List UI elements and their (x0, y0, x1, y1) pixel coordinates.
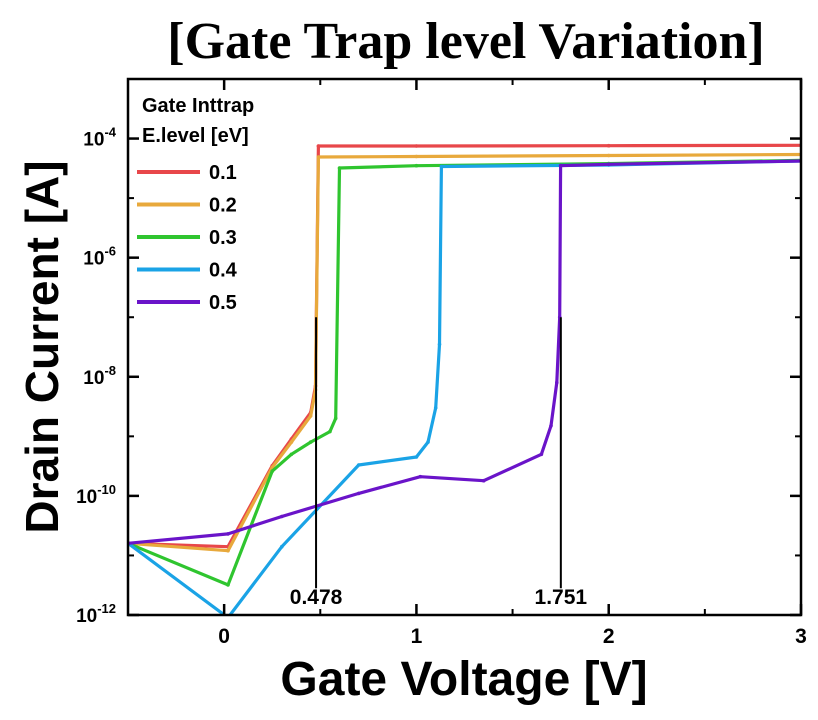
series-1-point-8 (414, 144, 419, 148)
series-3-point-9 (414, 163, 419, 168)
series-line-5 (128, 159, 801, 545)
series-5-point-5 (418, 474, 423, 479)
x-tick-label-4: 3 (795, 625, 807, 648)
legend-label-5: 0.5 (209, 292, 237, 314)
legend: Gate Inttrap E.level [eV] 0.1 0.2 0.3 0.4 0.… (137, 95, 254, 314)
x-axis-title: Gate Voltage [V] (280, 653, 647, 706)
y-axis-title: Drain Current [A] (16, 160, 68, 533)
y-tick-label-5: 10-4 (83, 125, 116, 151)
series-2-point-7 (316, 155, 321, 159)
series-5-point-6 (481, 478, 486, 483)
legend-label-3: 0.3 (209, 227, 237, 249)
series-2-point-4 (289, 440, 294, 444)
x-tick-label-1: 0 (218, 625, 230, 648)
tick-layer: 0 1 2 3 10-12 10-10 10-8 10-6 10-4 (76, 78, 807, 648)
series-3-point-4 (289, 452, 294, 457)
series-layer (128, 143, 801, 620)
y-tick-label-1: 10-12 (76, 601, 116, 627)
chart-title: [Gate Trap level Variation] (167, 13, 764, 70)
series-4-point-4 (356, 463, 361, 467)
series-4-point-6 (426, 440, 430, 444)
series-5-point-9 (555, 380, 559, 385)
series-3-point-3 (270, 469, 275, 474)
series-4-point-3 (280, 544, 284, 549)
legend-label-1: 0.1 (209, 162, 237, 184)
series-2-point-8 (414, 154, 419, 159)
annotation-layer: 0.478 1.751 (290, 317, 588, 609)
series-4-point-7 (433, 406, 438, 410)
series-1-point-9 (606, 143, 611, 148)
series-4-point-5 (414, 455, 419, 459)
x-tick-label-2: 1 (411, 625, 423, 648)
y-tick-label-2: 10-10 (76, 482, 116, 508)
series-2-point-2 (226, 548, 230, 553)
series-2-point-5 (308, 414, 313, 418)
series-3-point-5 (308, 440, 313, 444)
series-line-2 (128, 152, 801, 553)
annotation-label-1: 0.478 (290, 586, 343, 609)
series-5-point-2 (226, 532, 230, 536)
series-3-point-8 (337, 166, 342, 170)
y-tick-label-4: 10-6 (83, 244, 116, 270)
plot-frame (126, 77, 803, 617)
series-4-point-9 (439, 164, 444, 169)
series-3-point-2 (226, 583, 230, 587)
series-5-point-7 (539, 452, 544, 457)
series-1-point-7 (316, 144, 321, 148)
series-4-point-2 (226, 616, 230, 620)
legend-label-2: 0.2 (209, 195, 237, 217)
series-2-point-9 (606, 153, 611, 158)
series-5-point-4 (356, 491, 361, 496)
series-line-3 (128, 158, 801, 587)
series-5-point-3 (280, 514, 284, 519)
series-3-point-7 (333, 416, 338, 421)
legend-title-line2: E.level [eV] (142, 125, 249, 147)
annotation-label-2: 1.751 (535, 586, 588, 609)
x-tick-label-3: 2 (603, 625, 615, 648)
series-4-point-8 (437, 342, 442, 347)
legend-label-4: 0.4 (209, 260, 238, 282)
series-5-point-11 (558, 163, 563, 168)
legend-title-line1: Gate Inttrap (142, 95, 254, 117)
series-3-point-6 (328, 429, 332, 434)
series-5-point-8 (549, 424, 553, 428)
y-tick-label-3: 10-8 (83, 363, 116, 389)
series-5-point-12 (606, 162, 611, 167)
